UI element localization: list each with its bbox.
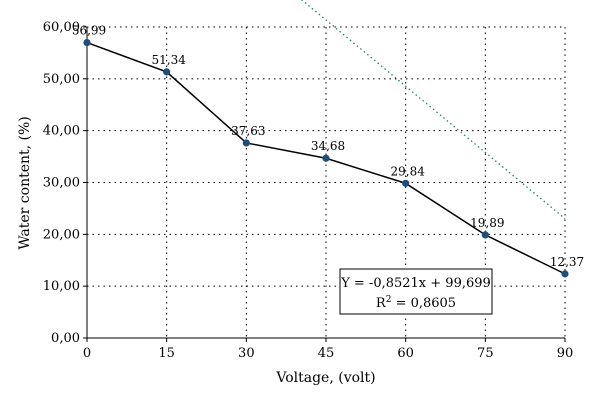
y-tick-label: 30,00 <box>43 176 80 191</box>
y-tick-label: 0,00 <box>51 331 80 346</box>
data-label: 56,99 <box>72 24 106 38</box>
y-axis-title: Water content, (%) <box>17 116 33 250</box>
data-label: 34,68 <box>311 139 345 153</box>
axis-ticks: 0,00 10,00 20,00 30,00 40,00 50,00 60,00 0 15 30 4… <box>43 20 573 361</box>
y-tick-label: 10,00 <box>43 279 80 294</box>
data-label: 19,89 <box>470 216 504 230</box>
y-tick-label: 60,00 <box>43 20 80 35</box>
data-point <box>402 179 410 187</box>
data-point <box>163 68 171 76</box>
x-tick-label: 90 <box>557 346 574 361</box>
data-label: 12,37 <box>550 255 584 269</box>
grid-lines <box>87 26 566 338</box>
x-tick-label: 30 <box>238 346 255 361</box>
trendline-line <box>300 0 566 220</box>
r-squared-text: R2 = 0,8605 <box>376 295 456 311</box>
x-tick-label: 75 <box>477 346 494 361</box>
data-point <box>322 154 330 162</box>
x-tick-label: 45 <box>318 346 335 361</box>
data-point <box>561 270 569 278</box>
x-tick-label: 15 <box>158 346 175 361</box>
equation-box: Y = -0,8521x + 99,699 R2 = 0,8605 <box>339 268 493 315</box>
y-tick-label: 50,00 <box>43 72 80 87</box>
data-labels: 56,99 51,34 37,63 34,68 29,84 19,89 12,37 <box>72 24 584 269</box>
y-tick-label: 40,00 <box>43 124 80 139</box>
x-axis-title: Voltage, (volt) <box>275 370 375 386</box>
data-label: 29,84 <box>390 164 425 178</box>
trendline <box>300 0 566 220</box>
data-series <box>83 39 569 278</box>
x-tick-label: 60 <box>397 346 414 361</box>
y-tick-label: 20,00 <box>43 227 80 242</box>
data-point <box>242 139 250 147</box>
x-tick-label: 0 <box>83 346 91 361</box>
equation-text: Y = -0,8521x + 99,699 <box>340 276 491 291</box>
data-label: 37,63 <box>231 124 265 138</box>
data-point <box>83 39 91 47</box>
data-point <box>481 231 489 239</box>
data-label: 51,34 <box>151 53 186 67</box>
